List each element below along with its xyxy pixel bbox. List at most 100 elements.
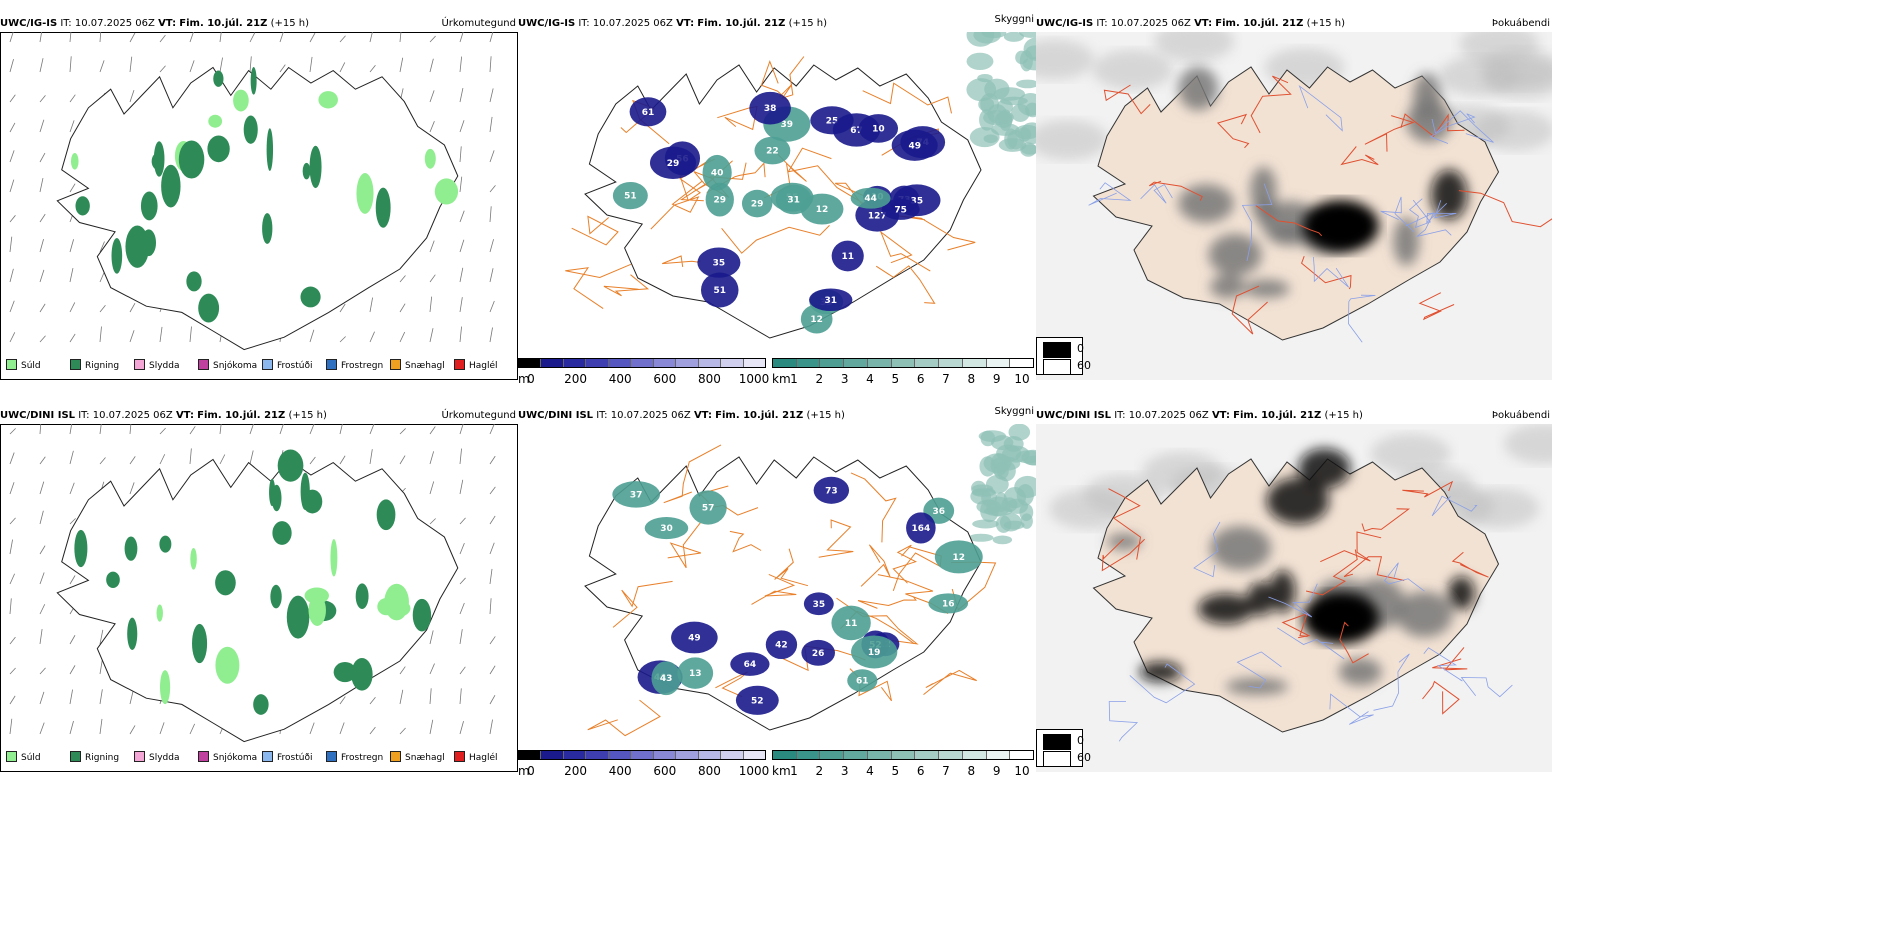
precip-legend-item: Rigning xyxy=(70,359,119,373)
fog-index-panel-row1: UWC/IG-IS IT: 10.07.2025 06Z VT: Fim. 10… xyxy=(1036,16,1552,380)
legend-label: Frostregn xyxy=(341,753,384,763)
visibility-value-label: 12 xyxy=(810,315,823,325)
panel-header: UWC/DINI ISL IT: 10.07.2025 06Z VT: Fim.… xyxy=(1036,408,1552,424)
visibility-map[interactable]: 7311165740121213375249365264613516443422… xyxy=(518,424,1036,746)
fog-index-map[interactable] xyxy=(1036,424,1552,772)
colorbar-unit: km xyxy=(772,372,791,386)
map-frame xyxy=(0,32,518,380)
lead-time: (+15 h) xyxy=(788,18,827,29)
fog-index-map[interactable] xyxy=(1036,32,1552,380)
visibility-value-label: 67 xyxy=(850,126,863,136)
model-name: UWC/IG-IS xyxy=(1036,18,1094,29)
visibility-map[interactable]: 1277329742540356175103312123938555622314… xyxy=(518,32,1036,354)
precip-legend-item: Frostregn xyxy=(326,359,383,373)
vt-value: Fim. 10.júl. 21Z xyxy=(697,18,786,29)
model-name: UWC/DINI ISL xyxy=(1036,410,1112,421)
visibility-value-label: 40 xyxy=(711,169,724,179)
it-value: 10.07.2025 06Z xyxy=(1110,18,1191,29)
legend-swatch xyxy=(326,751,337,762)
precip-type-panel-row2: UWC/DINI ISL IT: 10.07.2025 06Z VT: Fim.… xyxy=(0,408,518,772)
visibility-m-colorbar: m 0 200 400 600 800 1000 xyxy=(518,358,769,388)
colorbar-tick: 6 xyxy=(916,372,925,386)
visibility-value-label: 26 xyxy=(812,649,825,659)
colorbar-tick: 5 xyxy=(891,372,900,386)
colorbar-tick: 600 xyxy=(653,764,677,778)
it-value: 10.07.2025 06Z xyxy=(92,410,173,421)
visibility-value-label: 31 xyxy=(824,296,837,306)
visibility-value-label: 31 xyxy=(787,196,800,206)
colorbar-tick: 3 xyxy=(840,764,849,778)
legend-label: Slydda xyxy=(149,361,180,371)
visibility-value-label: 64 xyxy=(744,660,757,670)
precip-legend-item: Rigning xyxy=(70,751,119,765)
visibility-panel-row2: UWC/DINI ISL IT: 10.07.2025 06Z VT: Fim.… xyxy=(518,406,1036,778)
colorbar-tick: 0 xyxy=(527,372,535,386)
it-value: 10.07.2025 06Z xyxy=(74,18,155,29)
visibility-value-label: 43 xyxy=(660,674,673,684)
precip-legend-item: Frostúði xyxy=(262,751,312,765)
panel-header: UWC/DINI ISL IT: 10.07.2025 06Z VT: Fim.… xyxy=(518,406,1036,424)
legend-swatch xyxy=(390,359,401,370)
visibility-value-label: 49 xyxy=(908,141,921,151)
visibility-value-label: 164 xyxy=(911,524,930,534)
vt-label: VT: xyxy=(1211,410,1230,421)
legend-swatch xyxy=(134,359,145,370)
legend-swatch xyxy=(390,751,401,762)
fog-legend-swatch xyxy=(1043,751,1071,767)
legend-label: Snjókoma xyxy=(213,753,258,763)
legend-swatch xyxy=(326,359,337,370)
visibility-km-colorbar: km 1 2 3 4 5 6 7 8 9 10 xyxy=(772,358,1034,388)
vt-label: VT: xyxy=(1194,18,1213,29)
colorbar-tick: 3 xyxy=(840,372,849,386)
colorbar-tick: 2 xyxy=(815,372,824,386)
visibility-value-label: 35 xyxy=(813,600,826,610)
legend-swatch xyxy=(454,359,465,370)
visibility-value-label: 127 xyxy=(868,211,887,221)
it-value: 10.07.2025 06Z xyxy=(592,18,673,29)
legend-label: Haglél xyxy=(469,361,498,371)
precip-map[interactable] xyxy=(0,32,518,364)
vt-value: Fim. 10.júl. 21Z xyxy=(715,410,804,421)
colorbar-tick: 2 xyxy=(815,764,824,778)
model-name: UWC/DINI ISL xyxy=(0,410,76,421)
lead-time: (+15 h) xyxy=(806,410,845,421)
fog-legend-swatch xyxy=(1043,734,1071,750)
panel-title: Úrkomutegund xyxy=(441,410,516,421)
visibility-value-label: 11 xyxy=(845,619,858,629)
colorbar-unit: km xyxy=(772,764,791,778)
panel-title: Þokuábendi xyxy=(1491,410,1550,421)
fog-index-legend: 0 60 xyxy=(1036,729,1091,767)
colorbar-tick: 7 xyxy=(942,372,950,386)
visibility-panel-row1: UWC/IG-IS IT: 10.07.2025 06Z VT: Fim. 10… xyxy=(518,14,1036,386)
visibility-value-label: 57 xyxy=(702,503,715,513)
legend-swatch xyxy=(6,359,17,370)
colorbar-tick: 1 xyxy=(790,764,798,778)
visibility-value-label: 25 xyxy=(826,116,839,126)
colorbar-tick: 8 xyxy=(967,372,976,386)
legend-swatch xyxy=(198,359,209,370)
visibility-value-label: 37 xyxy=(630,490,643,500)
model-name: UWC/IG-IS xyxy=(0,18,58,29)
visibility-value-label: 52 xyxy=(751,696,764,706)
colorbar-tick: 10 xyxy=(1014,372,1030,386)
colorbar-tick: 4 xyxy=(866,764,874,778)
visibility-value-label: 16 xyxy=(942,599,955,609)
colorbar-tick: 10 xyxy=(1014,764,1030,778)
precip-type-panel-row1: UWC/IG-IS IT: 10.07.2025 06Z VT: Fim. 10… xyxy=(0,16,518,380)
precip-legend-item: Snjókoma xyxy=(198,751,257,765)
precip-legend-item: Súld xyxy=(6,359,41,373)
legend-label: Slydda xyxy=(149,753,180,763)
colorbar-tick: 400 xyxy=(608,372,632,386)
fog-legend-swatch xyxy=(1043,359,1071,375)
precip-legend-item: Haglél xyxy=(454,359,498,373)
fog-index-legend: 0 60 xyxy=(1036,337,1091,375)
colorbar-tick: 5 xyxy=(891,764,900,778)
fog-legend-label: 0 xyxy=(1077,734,1084,747)
visibility-value-label: 49 xyxy=(688,634,701,644)
precip-map[interactable] xyxy=(0,424,518,756)
visibility-value-label: 30 xyxy=(660,524,673,534)
precip-legend-item: Frostregn xyxy=(326,751,383,765)
legend-label: Frostregn xyxy=(341,361,384,371)
visibility-value-label: 61 xyxy=(642,108,655,118)
visibility-m-colorbar: m 0 200 400 600 800 1000 xyxy=(518,750,769,780)
